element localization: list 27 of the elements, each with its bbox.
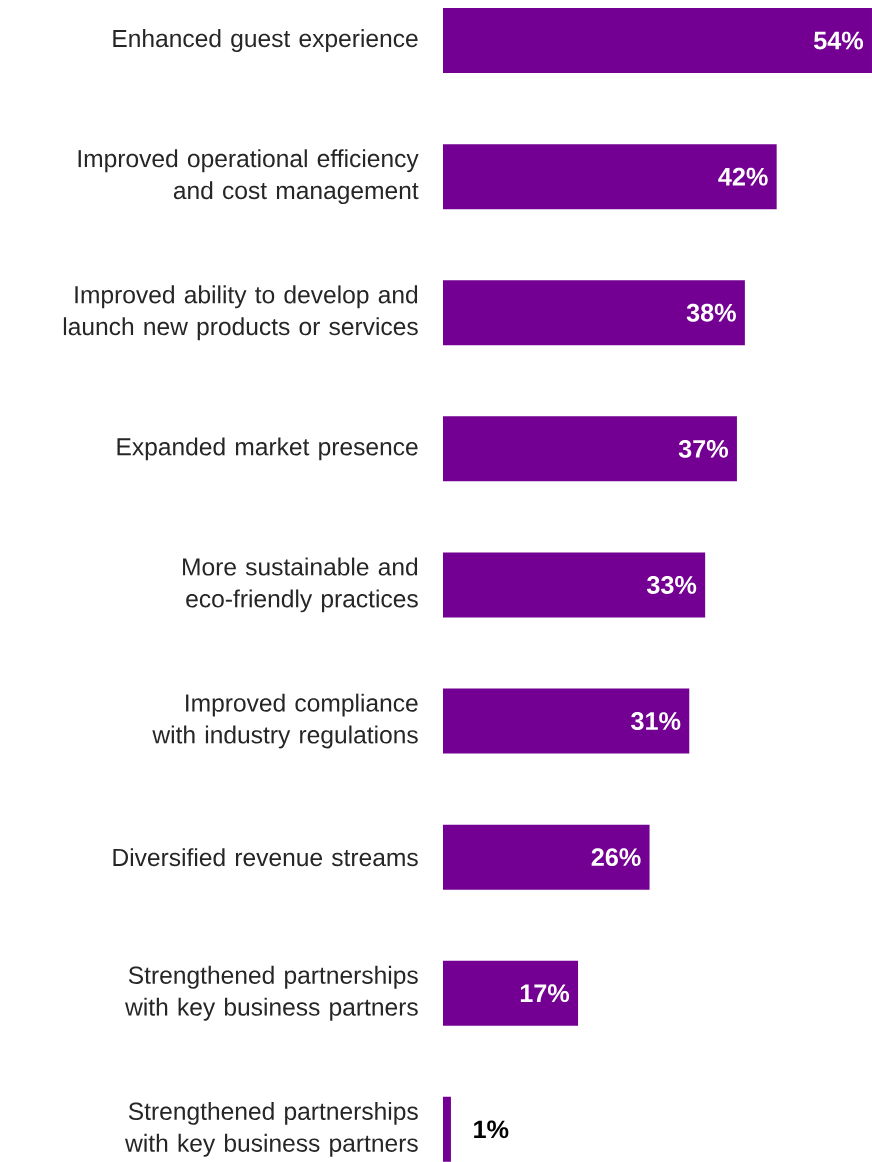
data-label: 31% — [631, 712, 681, 731]
bar — [443, 416, 737, 482]
bar — [443, 144, 777, 210]
bar — [443, 552, 706, 618]
bar — [443, 824, 650, 890]
y-tick-label: Improved operational efficiency and cost management — [78, 149, 419, 205]
y-tick-label: Enhanced guest experience — [113, 29, 418, 53]
y-tick-label: Expanded market presence — [117, 437, 418, 461]
data-label: 54% — [813, 31, 864, 50]
y-tick-label: Strengthened partnerships with key business partners — [125, 965, 418, 1021]
bar — [443, 8, 872, 74]
y-tick-label: Improved compliance with industry regulations — [152, 693, 418, 749]
bar — [443, 960, 579, 1026]
bar — [443, 688, 690, 754]
bar — [443, 1096, 451, 1162]
data-label: 17% — [520, 984, 570, 1003]
data-label: 1% — [474, 1120, 509, 1139]
y-tick-label: Improved ability to develop and launch new products or services — [63, 285, 418, 341]
bar — [443, 280, 745, 346]
data-label: 38% — [686, 303, 736, 322]
y-tick-label: Diversified revenue streams — [113, 848, 418, 867]
data-label: 26% — [591, 848, 641, 867]
y-tick-label: Strengthened partnerships with key business partners — [125, 1101, 418, 1157]
data-label: 42% — [718, 167, 768, 186]
data-label: 33% — [646, 576, 697, 594]
data-label: 37% — [678, 439, 728, 458]
y-tick-label: More sustainable and eco-friendly practices — [183, 557, 418, 613]
